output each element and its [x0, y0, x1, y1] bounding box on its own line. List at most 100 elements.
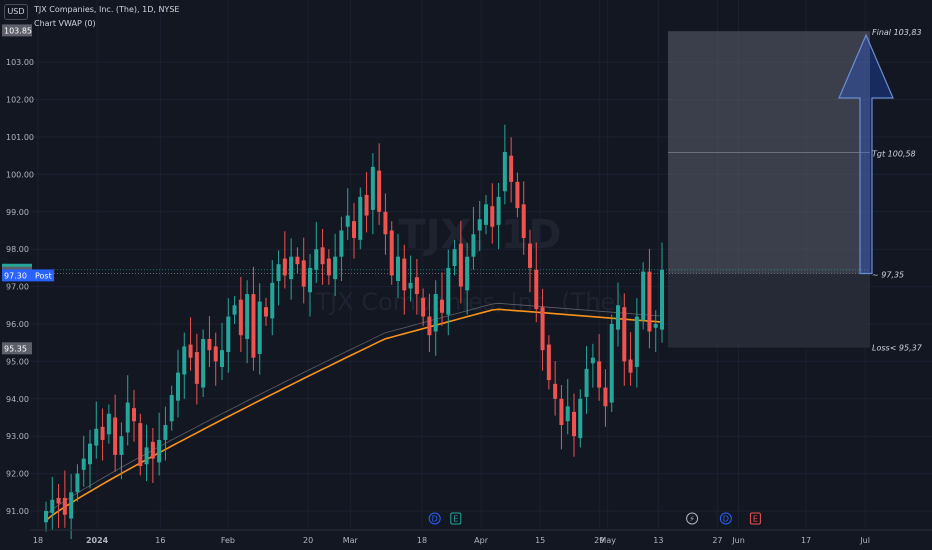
candle-body [616, 305, 620, 330]
x-tick-label: 16 [155, 536, 165, 545]
candle-body [427, 316, 432, 336]
candle [609, 314, 614, 412]
event-marker[interactable]: D [719, 512, 732, 525]
candle [119, 422, 124, 480]
candle-body [584, 368, 589, 397]
candle [69, 473, 74, 540]
annotations: Final 103,83 Tgt 100,58 ~ 97,35 Loss< 95,37 [872, 28, 923, 352]
candle [471, 206, 476, 270]
candle [125, 375, 130, 446]
candle-body [358, 196, 363, 240]
event-marker[interactable]: E [749, 512, 761, 525]
candle-body [75, 473, 80, 493]
symbol-title[interactable]: TJX Companies, Inc. (The), 1D, NYSE [34, 5, 180, 14]
candle-body [169, 395, 174, 422]
target-arrow-shape[interactable] [838, 33, 894, 275]
candle-body [163, 424, 168, 440]
candle [232, 295, 237, 324]
candle [88, 429, 92, 489]
candle [339, 216, 344, 281]
annotation-final: Final 103,83 [872, 28, 922, 37]
indicator-label[interactable]: Chart VWAP (0) [34, 19, 96, 28]
x-tick-label: 18 [417, 536, 427, 545]
event-marker[interactable]: D [428, 512, 441, 525]
x-tick-label: 17 [801, 536, 811, 545]
event-letter: E [453, 515, 458, 524]
candle-body [264, 307, 268, 317]
price-axis[interactable]: 91.00 92.00 93.00 94.00 95.00 96.00 97.00 98.00… [6, 58, 34, 516]
target-zone[interactable] [668, 31, 870, 274]
y-tick-label: 94.00 [6, 395, 29, 404]
candle [213, 332, 218, 386]
event-markers[interactable]: D E ⚡ D E [428, 512, 761, 525]
x-tick-label: 18 [33, 536, 43, 545]
candle-body [370, 166, 375, 210]
candle-body [477, 219, 482, 231]
y-tick-label: 93.00 [6, 432, 29, 441]
target-arrow[interactable] [838, 33, 894, 275]
candle [345, 188, 350, 240]
candle [50, 476, 55, 530]
candle-body [119, 436, 124, 455]
event-marker[interactable]: E [450, 512, 462, 525]
x-tick-label: 15 [535, 536, 545, 545]
candle-body [647, 271, 652, 332]
event-letter: ⚡ [689, 515, 695, 524]
event-marker[interactable]: ⚡ [686, 512, 699, 525]
price-tag: 103.85 [2, 24, 32, 37]
candle-body [245, 294, 250, 339]
candle [358, 187, 363, 250]
price-tag-bg [2, 24, 32, 37]
candle-body [207, 338, 212, 351]
candle [75, 464, 80, 502]
candle-body [572, 411, 576, 437]
candle [150, 427, 155, 483]
candle-body [603, 387, 608, 407]
annotation-loss: Loss< 95,37 [872, 344, 923, 353]
candle-body [377, 170, 382, 212]
candle [540, 288, 545, 371]
candle [238, 276, 243, 353]
candle-body [113, 417, 118, 455]
candle-body [622, 307, 627, 362]
price-tag-bg [2, 269, 32, 282]
candle [616, 282, 620, 347]
y-tick-label: 95.00 [6, 357, 29, 366]
candle-body [94, 428, 99, 446]
event-badge [719, 512, 732, 525]
candle-body [458, 243, 463, 287]
currency-label[interactable]: USD [4, 4, 28, 20]
candle-body [144, 447, 149, 465]
candle [81, 435, 86, 487]
candle-body [414, 277, 419, 295]
candle [553, 361, 558, 416]
candle [100, 408, 105, 461]
candle-body [282, 258, 287, 276]
stop-zone[interactable] [668, 273, 870, 348]
candle-body [56, 497, 61, 504]
candle [647, 248, 652, 349]
candle [144, 424, 149, 482]
candle [502, 124, 507, 205]
event-letter: D [723, 515, 729, 524]
candle [452, 239, 457, 276]
candle [634, 298, 639, 388]
candle-body [521, 204, 526, 238]
candle-body [50, 499, 55, 513]
x-tick-label: 2024 [86, 536, 109, 545]
candle [157, 412, 162, 476]
candle [414, 258, 419, 315]
candle [132, 389, 136, 442]
candle [402, 244, 407, 315]
candle-body [452, 249, 457, 267]
candle-body [238, 299, 243, 336]
candle-body [653, 324, 658, 328]
candle [245, 280, 250, 364]
candle [427, 293, 432, 353]
risk-reward-zones[interactable] [30, 31, 870, 348]
candle-body [471, 234, 476, 257]
candle [383, 193, 388, 255]
candle [220, 322, 224, 381]
